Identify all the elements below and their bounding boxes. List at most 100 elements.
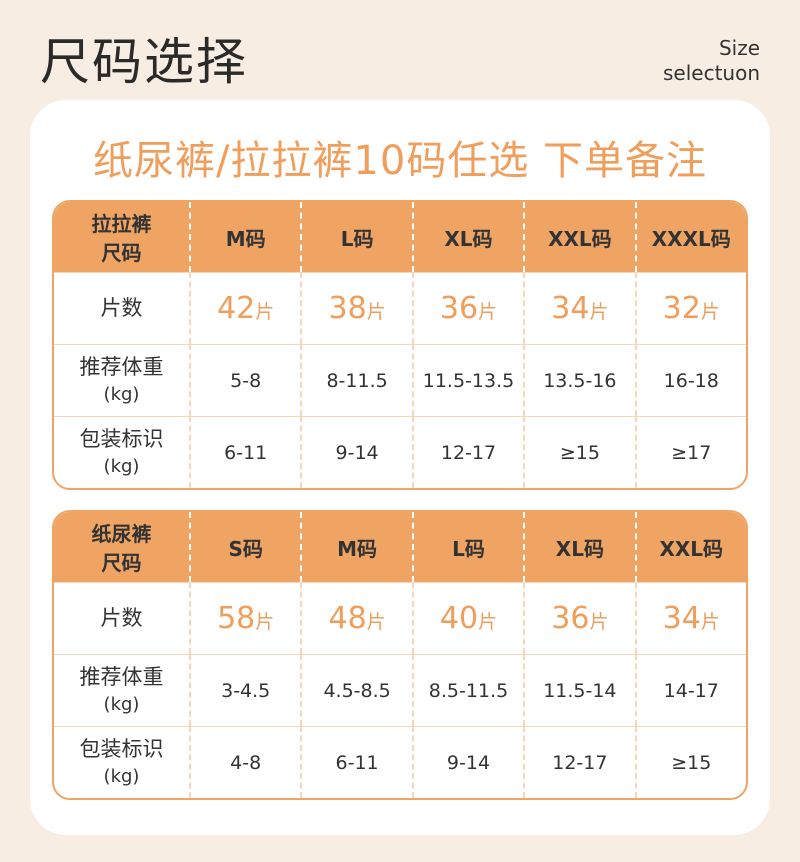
corner-text: 尺码 bbox=[101, 241, 142, 265]
value-cell: 12-17 bbox=[411, 416, 524, 488]
size-header: XXXL码 bbox=[634, 202, 746, 272]
count-cell: 58片 bbox=[189, 582, 301, 654]
value-cell: ≥15 bbox=[634, 726, 746, 798]
count-cell: 36片 bbox=[411, 272, 524, 344]
row-label-text: (kg) bbox=[103, 693, 140, 715]
count-wrap: 38片 bbox=[328, 291, 385, 326]
value-cell: 12-17 bbox=[523, 726, 635, 798]
count-number: 42 bbox=[217, 291, 256, 326]
row-label-text: (kg) bbox=[103, 383, 140, 405]
row-label: 包装标识 (kg) bbox=[54, 726, 189, 798]
value-cell: 11.5-14 bbox=[523, 654, 635, 726]
count-number: 48 bbox=[328, 601, 367, 636]
count-unit: 片 bbox=[700, 301, 720, 323]
data-row: 包装标识 (kg) 4-8 6-11 9-14 12-17 ≥15 bbox=[54, 726, 746, 798]
count-wrap: 42片 bbox=[217, 291, 274, 326]
value-cell: 13.5-16 bbox=[523, 344, 635, 416]
row-label: 推荐体重 (kg) bbox=[54, 654, 189, 726]
count-wrap: 40片 bbox=[440, 601, 497, 636]
count-unit: 片 bbox=[255, 611, 275, 633]
count-number: 34 bbox=[551, 291, 590, 326]
size-header: M码 bbox=[300, 512, 411, 582]
value-cell: 8.5-11.5 bbox=[411, 654, 524, 726]
value-cell: 4-8 bbox=[189, 726, 301, 798]
count-number: 36 bbox=[439, 291, 479, 326]
value-cell: 6-11 bbox=[300, 726, 412, 798]
count-number: 40 bbox=[439, 601, 479, 636]
count-unit: 片 bbox=[700, 611, 720, 633]
value-cell: 3-4.5 bbox=[189, 654, 301, 726]
size-header: L码 bbox=[300, 202, 411, 272]
data-row: 片数 58片 48片 40片 36片 34片 bbox=[54, 582, 746, 654]
value-cell: 5-8 bbox=[189, 344, 301, 416]
value-cell: 16-18 bbox=[634, 344, 746, 416]
count-wrap: 32片 bbox=[663, 291, 720, 326]
row-label-text: 推荐体重 bbox=[79, 354, 164, 379]
row-label: 片数 bbox=[54, 582, 189, 654]
count-number: 32 bbox=[662, 291, 701, 326]
count-unit: 片 bbox=[255, 301, 275, 323]
data-row: 推荐体重 (kg) 5-8 8-11.5 11.5-13.5 13.5-16 16-18 bbox=[54, 344, 746, 416]
size-table: 拉拉裤 尺码 M码 L码 XL码 XXL码 XXXL码 片数 42片 38片 36片 34片 32片 推荐… bbox=[52, 200, 748, 490]
corner-text: 尺码 bbox=[101, 551, 142, 575]
count-unit: 片 bbox=[589, 301, 609, 323]
row-label-text: (kg) bbox=[103, 455, 140, 477]
count-unit: 片 bbox=[478, 611, 498, 633]
count-unit: 片 bbox=[366, 301, 386, 323]
page-title: 尺码选择 bbox=[40, 33, 248, 91]
size-header: XL码 bbox=[523, 512, 634, 582]
value-cell: 14-17 bbox=[634, 654, 746, 726]
count-unit: 片 bbox=[366, 611, 386, 633]
corner-text: 纸尿裤 bbox=[91, 522, 152, 546]
size-header: L码 bbox=[411, 512, 523, 582]
count-cell: 32片 bbox=[634, 272, 746, 344]
value-cell: ≥15 bbox=[523, 416, 635, 488]
count-unit: 片 bbox=[478, 301, 498, 323]
value-cell: 11.5-13.5 bbox=[411, 344, 524, 416]
count-wrap: 48片 bbox=[328, 601, 385, 636]
data-row: 片数 42片 38片 36片 34片 32片 bbox=[54, 272, 746, 344]
count-cell: 42片 bbox=[189, 272, 301, 344]
value-cell: 6-11 bbox=[189, 416, 301, 488]
row-label-text: 包装标识 bbox=[79, 736, 164, 761]
count-wrap: 34片 bbox=[663, 601, 720, 636]
count-number: 36 bbox=[551, 601, 590, 636]
size-table: 纸尿裤 尺码 S码 M码 L码 XL码 XXL码 片数 58片 48片 40片 36片 34片 推荐体重(… bbox=[52, 510, 748, 800]
header-row: 纸尿裤 尺码 S码 M码 L码 XL码 XXL码 bbox=[54, 512, 746, 582]
row-label-text: 片数 bbox=[100, 606, 143, 630]
value-cell: 8-11.5 bbox=[300, 344, 412, 416]
data-row: 包装标识 (kg) 6-11 9-14 12-17 ≥15 ≥17 bbox=[54, 416, 746, 488]
value-cell: 9-14 bbox=[411, 726, 524, 798]
count-cell: 38片 bbox=[300, 272, 412, 344]
data-row: 推荐体重 (kg) 3-4.5 4.5-8.5 8.5-11.5 11.5-14 14-17 bbox=[54, 654, 746, 726]
value-cell: ≥17 bbox=[634, 416, 746, 488]
value-cell: 9-14 bbox=[300, 416, 412, 488]
count-unit: 片 bbox=[589, 611, 609, 633]
count-wrap: 34片 bbox=[551, 291, 608, 326]
size-header: XXL码 bbox=[523, 202, 634, 272]
row-label-text: (kg) bbox=[103, 765, 140, 787]
corner-text: 拉拉裤 bbox=[91, 212, 152, 236]
corner-cell: 拉拉裤 尺码 bbox=[54, 202, 189, 272]
count-number: 34 bbox=[662, 601, 701, 636]
banner: 纸尿裤/拉拉裤10码任选 下单备注 bbox=[92, 138, 708, 184]
count-number: 58 bbox=[217, 601, 256, 636]
count-cell: 34片 bbox=[523, 272, 635, 344]
header-row: 拉拉裤 尺码 M码 L码 XL码 XXL码 XXXL码 bbox=[54, 202, 746, 272]
row-label-text: 包装标识 bbox=[79, 426, 164, 451]
size-header: S码 bbox=[189, 512, 300, 582]
count-number: 38 bbox=[328, 291, 367, 326]
value-cell: 4.5-8.5 bbox=[300, 654, 412, 726]
row-label-text: 片数 bbox=[100, 296, 143, 320]
count-wrap: 36片 bbox=[551, 601, 608, 636]
size-header: XXL码 bbox=[634, 512, 746, 582]
count-cell: 48片 bbox=[300, 582, 412, 654]
count-wrap: 36片 bbox=[440, 291, 497, 326]
row-label: 包装标识 (kg) bbox=[54, 416, 189, 488]
corner-cell: 纸尿裤 尺码 bbox=[54, 512, 189, 582]
count-cell: 34片 bbox=[634, 582, 746, 654]
row-label-text: 推荐体重 bbox=[79, 664, 164, 689]
count-cell: 40片 bbox=[411, 582, 524, 654]
title-en: Size bbox=[718, 36, 760, 60]
